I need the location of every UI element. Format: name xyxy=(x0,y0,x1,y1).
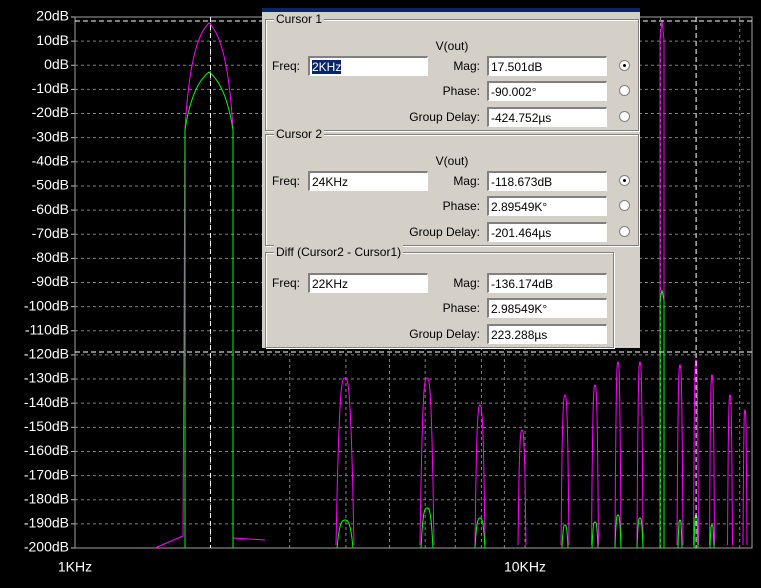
field-label: Mag: xyxy=(453,59,480,73)
y-tick-label: -110dB xyxy=(25,321,69,337)
radio-button[interactable] xyxy=(619,175,630,186)
field-label: Group Delay: xyxy=(409,110,480,124)
radio-button[interactable] xyxy=(619,226,630,237)
y-tick-label: -130dB xyxy=(24,370,69,386)
field-label: Phase: xyxy=(442,301,480,315)
radio-button[interactable] xyxy=(619,200,630,211)
y-tick-label: -170dB xyxy=(24,466,69,482)
field-label: Freq: xyxy=(272,276,301,290)
field-label: Mag: xyxy=(453,276,480,290)
trace-magnitude xyxy=(154,19,748,549)
mag-value: -136.174dB xyxy=(487,273,607,293)
y-tick-label: -100dB xyxy=(24,297,69,313)
y-tick-label: -80dB xyxy=(32,249,69,265)
mag-value: -118.673dB xyxy=(487,171,607,191)
y-tick-label: -10dB xyxy=(32,80,69,96)
freq-value: 24KHz xyxy=(312,175,349,189)
y-tick-label: -200dB xyxy=(24,539,69,555)
y-tick-label: 20dB xyxy=(36,8,69,24)
y-tick-label: -20dB xyxy=(32,104,69,120)
field-label: Phase: xyxy=(442,199,480,213)
group-title: Cursor 1 xyxy=(274,12,325,26)
y-tick-label: -90dB xyxy=(32,273,69,289)
y-tick-label: -190dB xyxy=(24,515,69,531)
field-label: Phase: xyxy=(442,84,480,98)
y-tick-label: 0dB xyxy=(44,56,69,72)
freq-input[interactable]: 24KHz xyxy=(308,171,428,191)
group-box: Cursor 1 V(out) Freq: 2KHz Mag: 17.501dB Phase… xyxy=(265,12,639,131)
y-tick-label: -160dB xyxy=(24,442,69,458)
mag-value: 17.501dB xyxy=(487,56,607,76)
field-label: Mag: xyxy=(453,174,480,188)
cursor-dialog: Cursor 1 V(out) Freq: 2KHz Mag: 17.501dB Phase… xyxy=(262,8,640,348)
y-tick-label: -150dB xyxy=(24,418,69,434)
freq-input[interactable]: 2KHz xyxy=(308,56,428,76)
radio-button[interactable] xyxy=(619,111,630,122)
x-tick-label: 10KHz xyxy=(504,559,546,575)
freq-value: 22KHz xyxy=(312,277,349,291)
y-tick-label: -50dB xyxy=(32,177,69,193)
field-label: Freq: xyxy=(272,174,301,188)
field-label: Group Delay: xyxy=(409,225,480,239)
radio-button[interactable] xyxy=(619,85,630,96)
group_delay-value: -424.752µs xyxy=(487,107,607,127)
y-tick-label: -180dB xyxy=(24,490,69,506)
field-label: Freq: xyxy=(272,59,301,73)
y-tick-label: -60dB xyxy=(32,201,69,217)
y-tick-label: -140dB xyxy=(24,394,69,410)
y-tick-label: -70dB xyxy=(32,225,69,241)
y-tick-label: -40dB xyxy=(32,153,69,169)
group-box: Diff (Cursor2 - Cursor1) Freq: 22KHz Mag: -1… xyxy=(265,245,614,348)
group_delay-value: 223.288µs xyxy=(487,324,607,344)
group-title: Diff (Cursor2 - Cursor1) xyxy=(274,245,404,259)
phase-value: -90.002° xyxy=(487,81,607,101)
y-tick-label: -120dB xyxy=(24,346,69,362)
field-label: Group Delay: xyxy=(409,327,480,341)
freq-value: 2KHz xyxy=(312,60,342,74)
freq-input[interactable]: 22KHz xyxy=(308,273,428,293)
y-tick-label: -30dB xyxy=(32,128,69,144)
group_delay-value: -201.464µs xyxy=(487,222,607,242)
radio-button[interactable] xyxy=(619,60,630,71)
trace-name: V(out) xyxy=(435,39,469,53)
phase-value: 2.89549K° xyxy=(487,196,607,216)
y-tick-label: 10dB xyxy=(36,32,69,48)
group-box: Cursor 2 V(out) Freq: 24KHz Mag: -118.673dB Ph… xyxy=(265,127,639,246)
group-title: Cursor 2 xyxy=(274,127,325,141)
trace-name: V(out) xyxy=(435,154,469,168)
x-tick-label: 1KHz xyxy=(58,559,92,575)
phase-value: 2.98549K° xyxy=(487,298,607,318)
